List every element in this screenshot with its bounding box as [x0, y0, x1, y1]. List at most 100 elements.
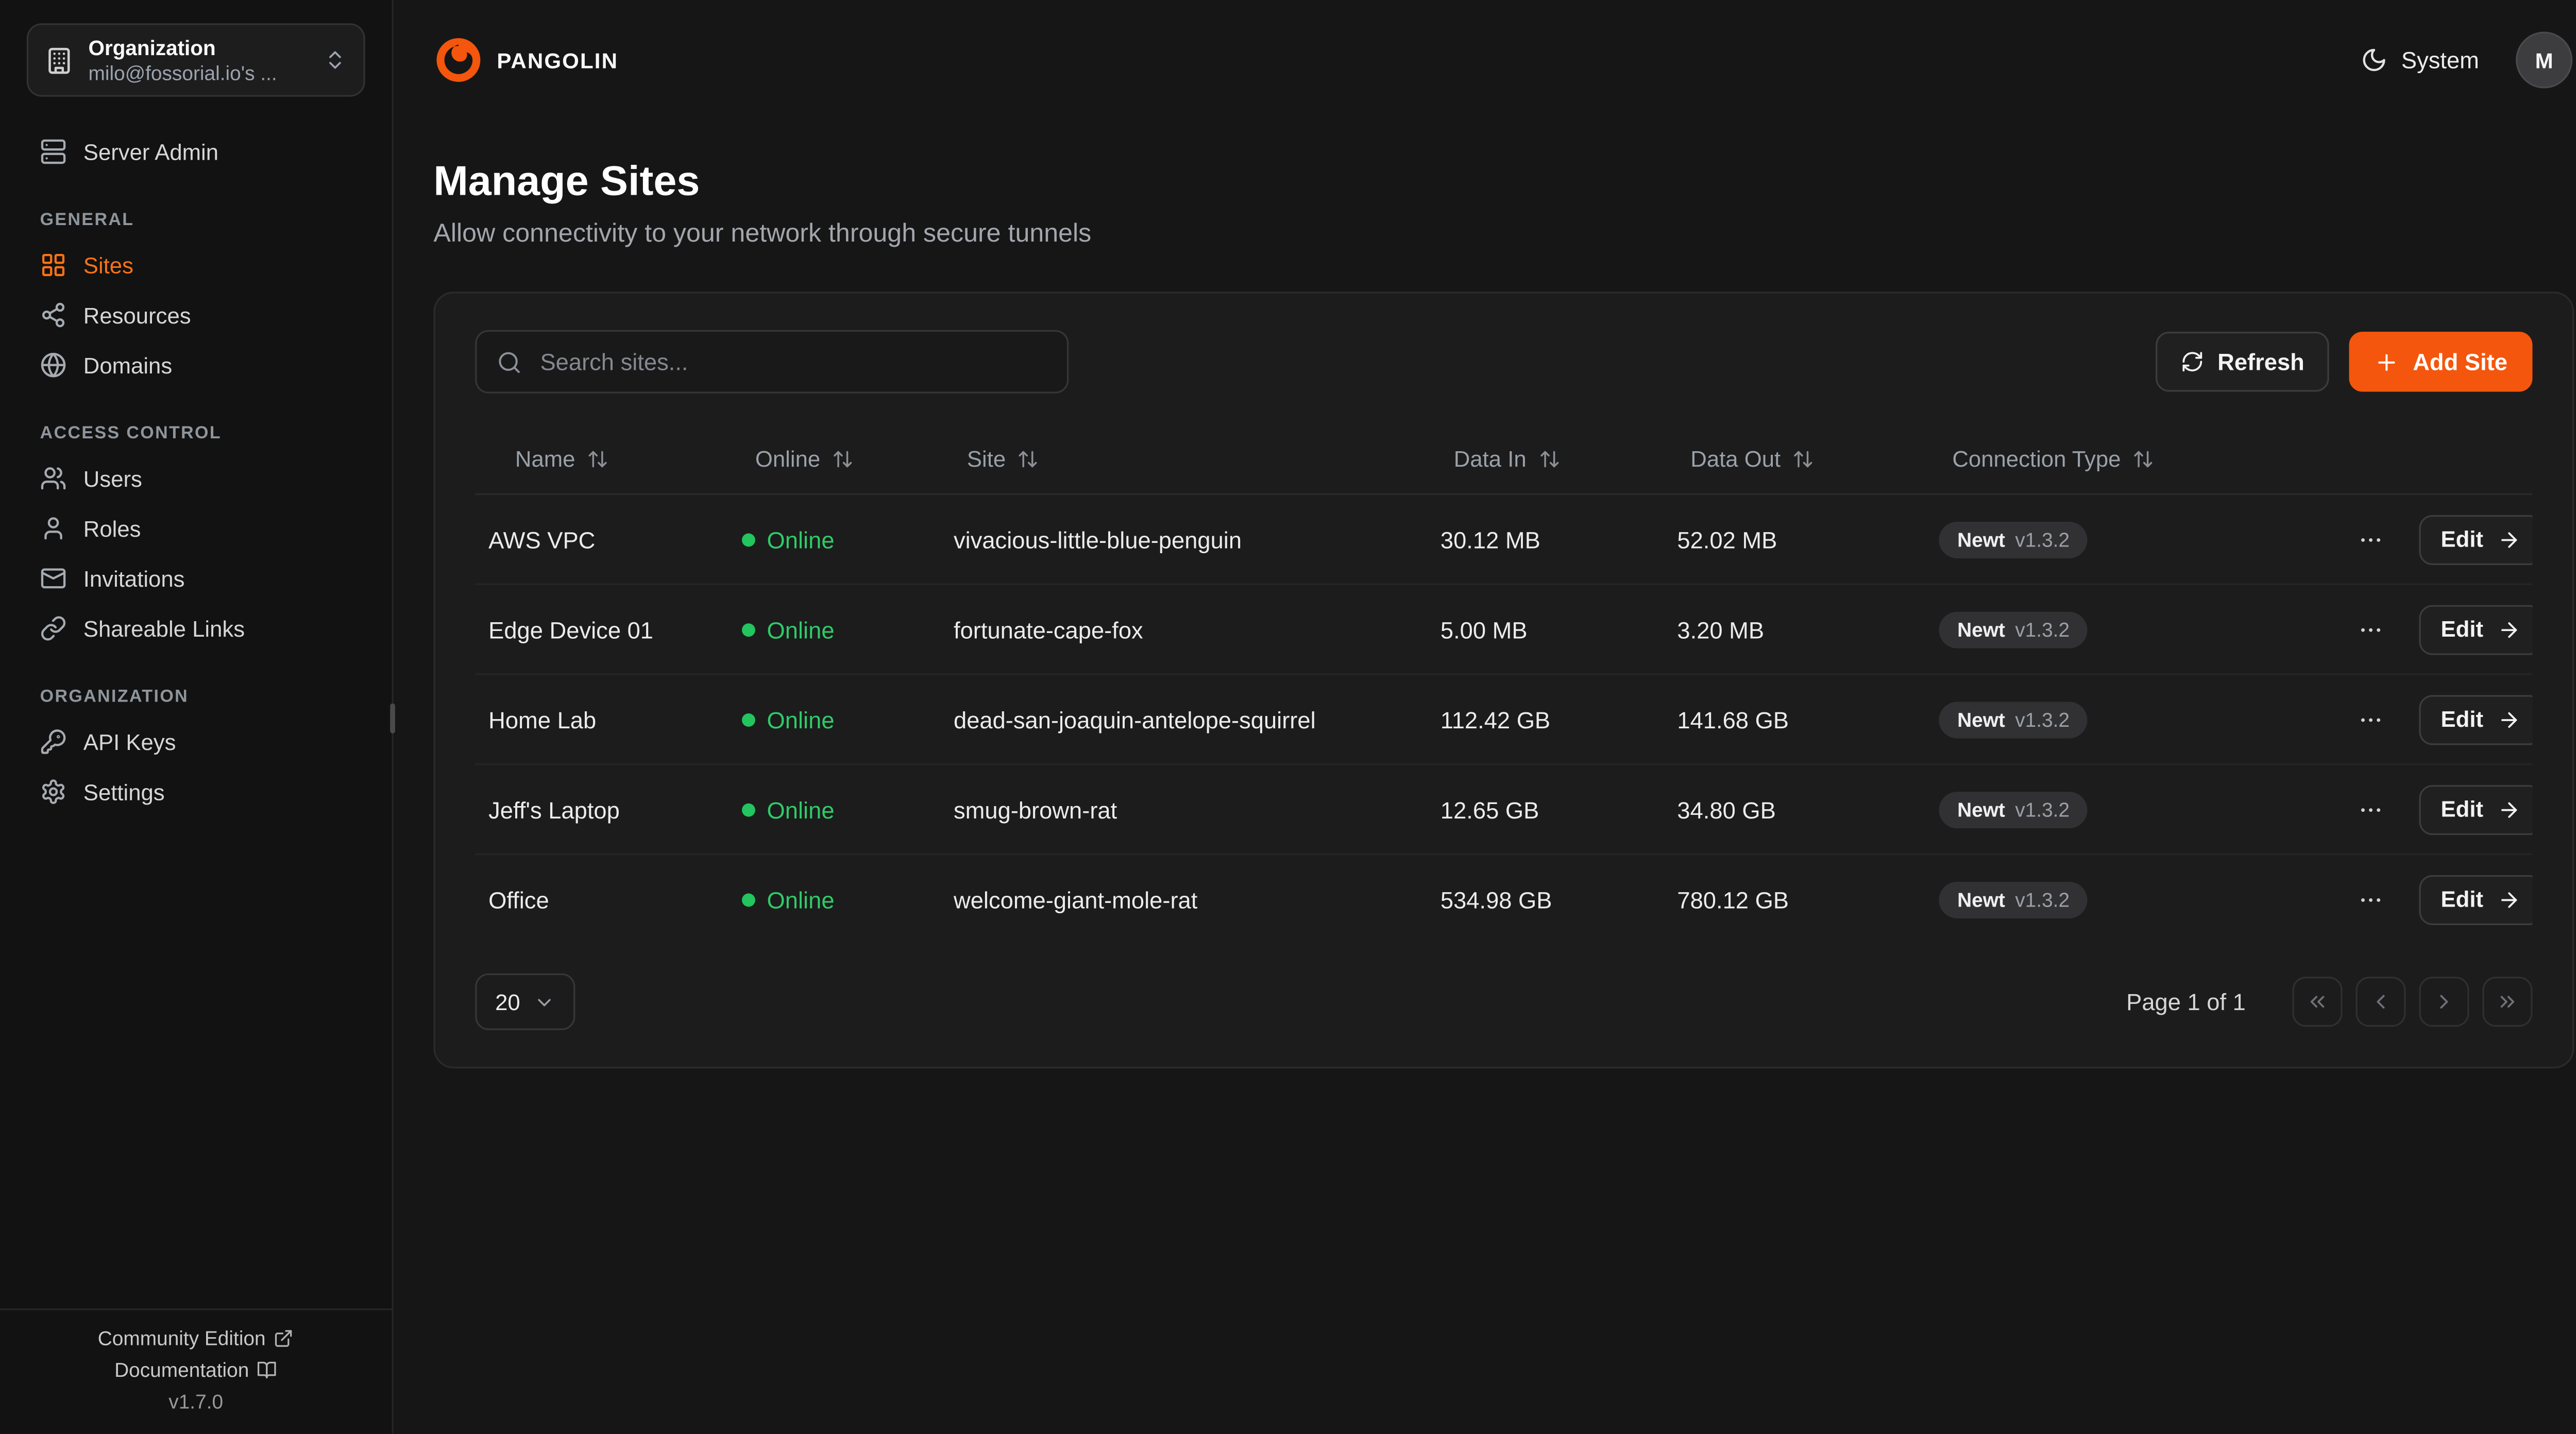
sort-icon — [1539, 450, 1558, 467]
chevrons-right-icon — [2500, 996, 2515, 1008]
site-name-cell: Edge Device 01 — [488, 616, 654, 643]
col-header-connection-type[interactable]: Connection Type — [1926, 446, 2333, 471]
edit-button[interactable]: Edit — [2419, 514, 2533, 565]
data-out-cell: 34.80 GB — [1677, 796, 1776, 823]
sidebar-item-shareable-links[interactable]: Shareable Links — [27, 605, 365, 652]
site-slug-cell: vivacious-little-blue-penguin — [953, 525, 1242, 553]
gear-icon — [42, 779, 65, 804]
table-footer: 20 Page 1 of 1 — [475, 973, 2533, 1030]
refresh-button[interactable]: Refresh — [2156, 331, 2330, 392]
org-switcher-value: milo@fossorial.io's ... — [88, 61, 277, 84]
user-icon — [44, 517, 62, 540]
data-in-cell: 534.98 GB — [1440, 885, 1552, 913]
sidebar-item-settings[interactable]: Settings — [27, 769, 365, 815]
row-menu-button[interactable] — [2346, 694, 2396, 744]
external-link-icon — [276, 1330, 293, 1347]
ellipsis-icon — [2361, 897, 2381, 901]
row-menu-button[interactable] — [2346, 784, 2396, 834]
connection-type-badge: Newt v1.3.2 — [1939, 701, 2088, 738]
site-online-cell: Online — [728, 706, 940, 732]
data-in-cell: 5.00 MB — [1440, 616, 1528, 643]
chevron-right-icon — [2440, 995, 2448, 1009]
col-header-site[interactable]: Site — [940, 446, 1427, 471]
data-out-cell: 3.20 MB — [1677, 616, 1765, 643]
sidebar-item-roles[interactable]: Roles — [27, 505, 365, 552]
first-page-button[interactable] — [2292, 977, 2343, 1027]
building-icon — [48, 47, 70, 73]
sidebar-item-label: Roles — [83, 516, 141, 541]
connection-name: Newt — [1957, 887, 2005, 911]
connection-version: v1.3.2 — [2015, 617, 2070, 641]
edit-button[interactable]: Edit — [2419, 784, 2533, 834]
col-header-name[interactable]: Name — [475, 446, 728, 471]
connection-version: v1.3.2 — [2015, 707, 2070, 731]
site-slug-cell: welcome-giant-mole-rat — [953, 885, 1198, 913]
add-site-label: Add Site — [2413, 348, 2507, 375]
sidebar-item-sites[interactable]: Sites — [27, 242, 365, 288]
sidebar-item-label: Sites — [83, 252, 133, 278]
next-page-button[interactable] — [2419, 977, 2469, 1027]
col-header-data-in[interactable]: Data In — [1427, 446, 1664, 471]
row-edit-cell: Edit — [2406, 694, 2533, 744]
search-icon — [499, 351, 520, 372]
connection-version: v1.3.2 — [2015, 527, 2070, 551]
last-page-button[interactable] — [2482, 977, 2533, 1027]
connection-type-cell: Newt v1.3.2 — [1926, 521, 2333, 558]
app-version: v1.7.0 — [168, 1390, 224, 1414]
arrow-right-icon — [2500, 711, 2516, 727]
documentation-link[interactable]: Documentation — [114, 1358, 277, 1382]
search-input[interactable] — [536, 347, 1047, 377]
edit-button[interactable]: Edit — [2419, 694, 2533, 744]
edit-button[interactable]: Edit — [2419, 874, 2533, 925]
sidebar-item-domains[interactable]: Domains — [27, 342, 365, 388]
book-icon — [258, 1361, 277, 1379]
page-subtitle: Allow connectivity to your network throu… — [433, 220, 1092, 249]
connection-type-cell: Newt v1.3.2 — [1926, 701, 2333, 738]
add-site-button[interactable]: Add Site — [2349, 331, 2533, 392]
connection-version: v1.3.2 — [2015, 797, 2070, 821]
table-header: Name Online Site Data In — [475, 423, 2533, 496]
row-menu-button[interactable] — [2346, 514, 2396, 564]
row-edit-cell: Edit — [2406, 604, 2533, 655]
data-out-cell: 52.02 MB — [1677, 525, 1777, 553]
sidebar-item-invitations[interactable]: Invitations — [27, 555, 365, 602]
sites-card: Refresh Add Site Name — [433, 292, 2574, 1069]
online-status-label: Online — [767, 796, 835, 823]
pangolin-logo-icon — [436, 38, 481, 82]
topbar: PANGOLIN System M — [394, 0, 2576, 120]
refresh-icon — [2182, 352, 2202, 372]
arrow-right-icon — [2500, 531, 2516, 547]
page-size-select[interactable]: 20 — [475, 973, 575, 1030]
ellipsis-icon — [2361, 717, 2381, 721]
site-slug-cell: fortunate-cape-fox — [953, 616, 1143, 643]
sidebar-item-users[interactable]: Users — [27, 455, 365, 502]
content: Manage Sites Allow connectivity to your … — [394, 120, 2576, 1069]
sidebar-item-label: Domains — [83, 352, 173, 378]
sidebar-resize-handle[interactable] — [390, 703, 395, 733]
sidebar-item-api-keys[interactable]: API Keys — [27, 719, 365, 765]
sidebar-item-server-admin[interactable]: Server Admin — [27, 128, 365, 175]
edit-button[interactable]: Edit — [2419, 604, 2533, 655]
community-edition-link[interactable]: Community Edition — [98, 1327, 294, 1350]
link-icon — [41, 616, 66, 641]
org-switcher-label: Organization — [88, 36, 216, 59]
col-header-label: Site — [967, 446, 1006, 471]
sidebar-item-resources[interactable]: Resources — [27, 292, 365, 338]
page-size-value: 20 — [495, 989, 520, 1015]
row-menu-button[interactable] — [2346, 604, 2396, 654]
site-online-cell: Online — [728, 526, 940, 553]
toolbar-actions: Refresh Add Site — [2156, 331, 2533, 392]
col-header-data-out[interactable]: Data Out — [1664, 446, 1926, 471]
section-title-access-control: ACCESS CONTROL — [40, 423, 222, 443]
row-menu-button[interactable] — [2346, 874, 2396, 924]
theme-toggle[interactable]: System — [2361, 47, 2479, 73]
avatar[interactable]: M — [2516, 31, 2573, 89]
online-status-label: Online — [767, 885, 835, 913]
users-icon — [41, 467, 66, 490]
col-header-online[interactable]: Online — [728, 446, 940, 471]
online-status-dot — [742, 803, 755, 816]
prev-page-button[interactable] — [2355, 977, 2406, 1027]
org-switcher[interactable]: Organization milo@fossorial.io's ... — [26, 23, 365, 97]
org-switcher-texts: Organization milo@fossorial.io's ... — [89, 36, 309, 84]
